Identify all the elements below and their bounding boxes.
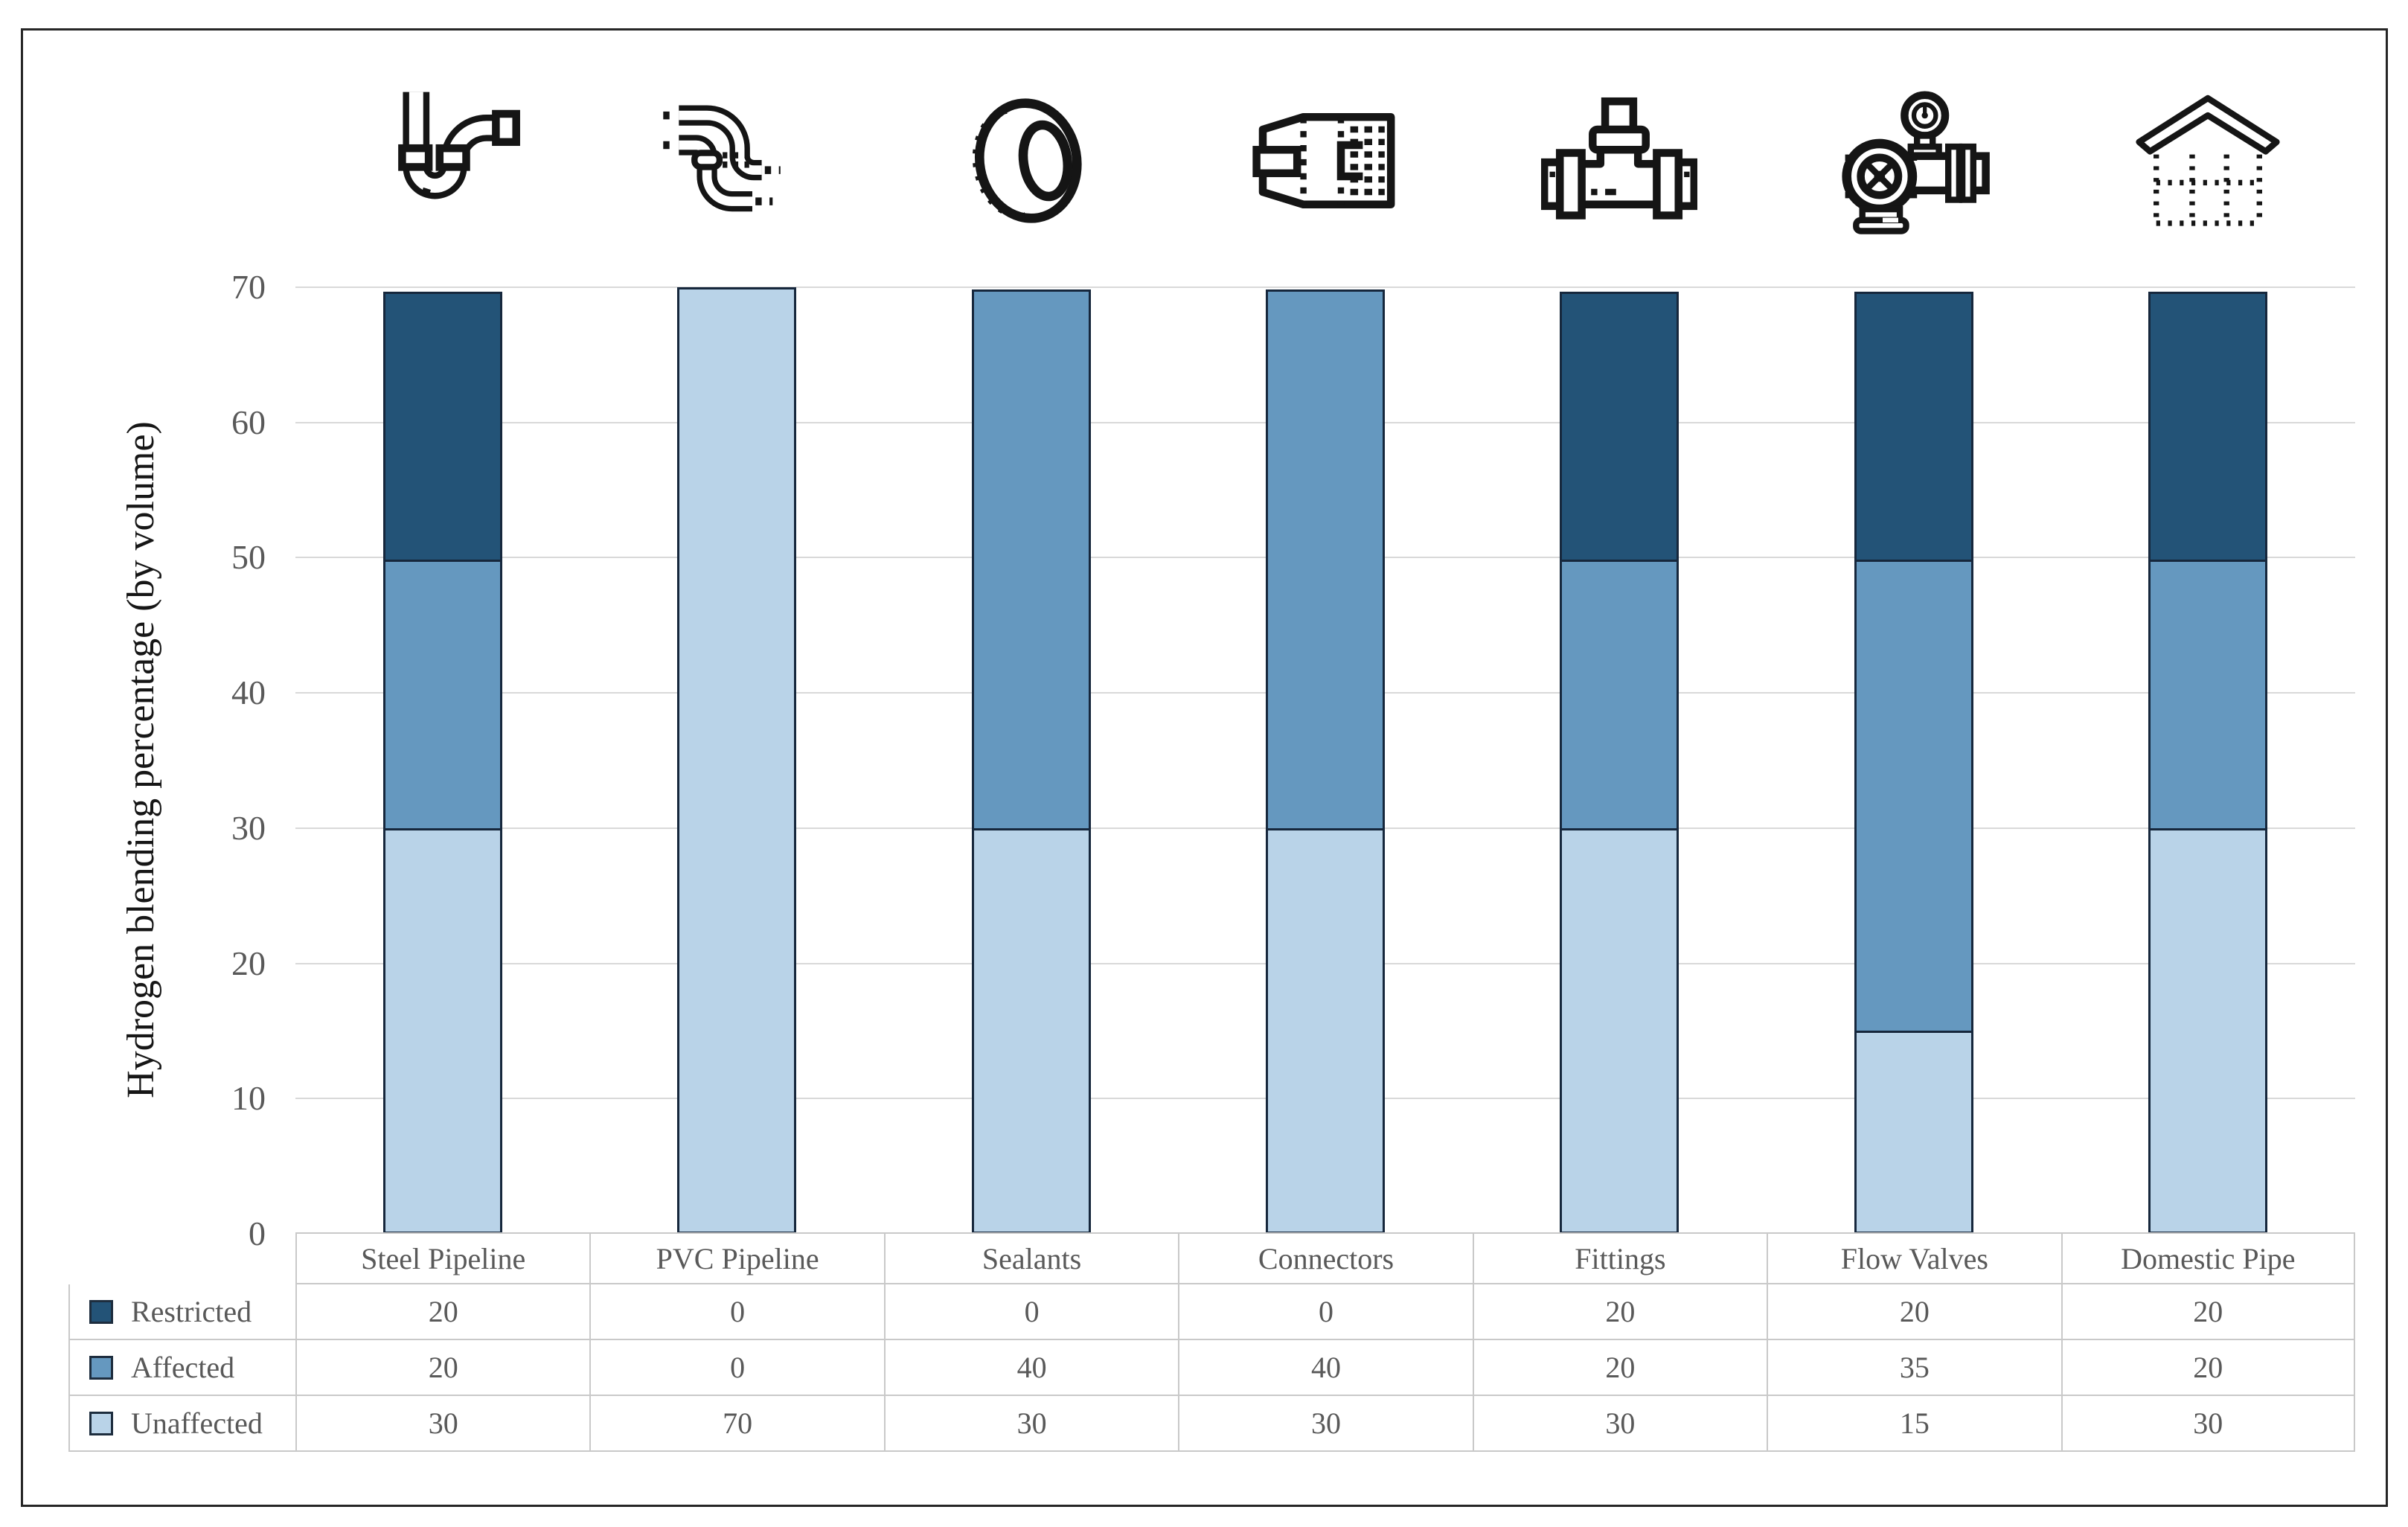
stacked-bar-sealants [971, 289, 1091, 1234]
bar-segment-unaffected-sealants [971, 827, 1091, 1234]
column-header-pvc-pipeline: PVC Pipeline [589, 1232, 884, 1284]
table-value-restricted-steel-pipeline: 20 [295, 1284, 590, 1340]
bar-segment-unaffected-domestic-pipe [2148, 827, 2268, 1234]
table-value-restricted-pvc-pipeline: 0 [589, 1284, 884, 1340]
legend-key-affected [89, 1355, 113, 1380]
legend-row-restricted: Restricted [68, 1284, 295, 1340]
bar-segment-restricted-domestic-pipe [2148, 292, 2268, 563]
table-value-unaffected-sealants: 30 [883, 1396, 1179, 1452]
column-header-fittings: Fittings [1472, 1232, 1767, 1284]
bar-segment-affected-fittings [1560, 560, 1679, 830]
table-value-restricted-domestic-pipe: 20 [2060, 1284, 2355, 1340]
legend-label: Affected [131, 1351, 235, 1384]
y-tick-label: 70 [231, 268, 266, 306]
legend-label: Unaffected [131, 1406, 263, 1440]
bar-segment-unaffected-connectors [1266, 827, 1385, 1234]
column-header-domestic-pipe: Domestic Pipe [2060, 1232, 2355, 1284]
y-tick-label: 0 [249, 1214, 266, 1252]
table-value-affected-flow-valves: 35 [1767, 1340, 2061, 1396]
bar-segment-restricted-fittings [1560, 292, 1679, 563]
stacked-bar-flow-valves [1854, 292, 1973, 1234]
table-value-affected-sealants: 40 [883, 1340, 1179, 1396]
bar-segment-affected-connectors [1266, 289, 1385, 830]
flow-valve-icon [1836, 83, 1992, 239]
y-axis-title: Hydrogen blending percentage (by volume) [120, 421, 162, 1098]
icons-row [295, 71, 2355, 250]
pipe-connector-icon [1247, 83, 1403, 239]
y-tick-label: 50 [231, 538, 266, 577]
stacked-bar-steel-pipeline [382, 292, 502, 1234]
bar-segment-affected-sealants [971, 289, 1091, 830]
table-value-affected-fittings: 20 [1472, 1340, 1767, 1396]
stacked-bar-fittings [1560, 292, 1679, 1234]
bar-segment-restricted-steel-pipeline [382, 292, 502, 563]
sink-trap-pipe-icon [365, 83, 521, 239]
y-tick-label: 10 [231, 1079, 266, 1118]
house-pipe-icon [2130, 83, 2286, 239]
table-value-unaffected-pvc-pipeline: 70 [589, 1396, 884, 1452]
table-value-affected-pvc-pipeline: 0 [589, 1340, 884, 1396]
table-value-affected-domestic-pipe: 20 [2060, 1340, 2355, 1396]
pvc-pipe-icon [659, 83, 815, 239]
legend-label: Restricted [131, 1295, 252, 1328]
legend-row-affected: Affected [68, 1340, 295, 1396]
table-value-restricted-flow-valves: 20 [1767, 1284, 2061, 1340]
column-header-steel-pipeline: Steel Pipeline [295, 1232, 590, 1284]
y-tick-label: 60 [231, 403, 266, 441]
stacked-bar-connectors [1266, 289, 1385, 1234]
bar-segment-unaffected-pvc-pipeline [677, 287, 797, 1234]
table-value-affected-steel-pipeline: 20 [295, 1340, 590, 1396]
bar-segment-unaffected-flow-valves [1854, 1031, 1973, 1234]
table-value-unaffected-steel-pipeline: 30 [295, 1396, 590, 1452]
bar-segment-affected-domestic-pipe [2148, 560, 2268, 830]
table-value-restricted-sealants: 0 [883, 1284, 1179, 1340]
legend-key-unaffected [89, 1411, 113, 1435]
plot-area [295, 286, 2355, 1235]
bar-segment-unaffected-steel-pipeline [382, 827, 502, 1234]
stacked-bar-domestic-pipe [2148, 292, 2268, 1234]
table-value-unaffected-fittings: 30 [1472, 1396, 1767, 1452]
column-header-flow-valves: Flow Valves [1767, 1232, 2061, 1284]
legend-key-restricted [89, 1299, 113, 1324]
gridline [295, 286, 2355, 288]
bar-segment-unaffected-fittings [1560, 827, 1679, 1234]
table-value-affected-connectors: 40 [1178, 1340, 1473, 1396]
bar-segment-restricted-flow-valves [1854, 292, 1973, 563]
y-tick-label: 30 [231, 808, 266, 847]
tee-fitting-icon [1541, 83, 1698, 239]
table-value-unaffected-connectors: 30 [1178, 1396, 1473, 1452]
table-value-unaffected-domestic-pipe: 30 [2060, 1396, 2355, 1452]
legend-row-unaffected: Unaffected [68, 1396, 295, 1452]
bar-segment-affected-flow-valves [1854, 560, 1973, 1034]
bar-segment-affected-steel-pipeline [382, 560, 502, 830]
figure-frame [21, 28, 2388, 1507]
stacked-bar-pvc-pipeline [677, 287, 797, 1234]
y-tick-label: 20 [231, 944, 266, 982]
column-header-connectors: Connectors [1178, 1232, 1473, 1284]
column-header-sealants: Sealants [883, 1232, 1179, 1284]
table-value-restricted-connectors: 0 [1178, 1284, 1473, 1340]
data-table: Steel Pipeline PVC Pipeline Sealants Connec… [68, 1232, 2355, 1452]
table-value-unaffected-flow-valves: 15 [1767, 1396, 2061, 1452]
seal-ring-icon [953, 83, 1109, 239]
table-value-restricted-fittings: 20 [1472, 1284, 1767, 1340]
y-tick-label: 40 [231, 673, 266, 712]
